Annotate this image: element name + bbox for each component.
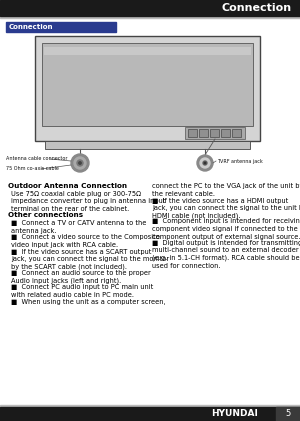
Text: Connection: Connection <box>9 24 53 30</box>
Text: TVRF antenna jack: TVRF antenna jack <box>217 158 263 163</box>
Text: Other connections: Other connections <box>8 212 83 218</box>
Bar <box>221 129 230 137</box>
Bar <box>199 129 208 137</box>
Circle shape <box>204 162 206 164</box>
Bar <box>210 129 219 137</box>
Text: ■  If the video source has a HDMI output
jack, you can connect the signal to the: ■ If the video source has a HDMI output … <box>152 197 300 219</box>
Bar <box>45 141 250 149</box>
Text: Connection: Connection <box>222 3 292 13</box>
Circle shape <box>200 158 210 168</box>
Bar <box>188 129 197 137</box>
Circle shape <box>77 160 83 166</box>
Bar <box>185 127 245 139</box>
Bar <box>42 43 253 126</box>
Text: ■  When using the unit as a computer screen,: ■ When using the unit as a computer scre… <box>11 299 166 305</box>
Bar <box>232 129 241 137</box>
Text: ■  Digital output is intended for transmitting
multi-channel sound to an externa: ■ Digital output is intended for transmi… <box>152 240 300 269</box>
Circle shape <box>74 157 86 169</box>
Circle shape <box>197 155 213 171</box>
Text: ■  Connect PC audio input to PC main unit
with related audio cable in PC mode.: ■ Connect PC audio input to PC main unit… <box>11 285 153 298</box>
Bar <box>44 47 251 55</box>
Text: HYUNDAI: HYUNDAI <box>212 410 258 418</box>
Bar <box>0 405 300 407</box>
Text: connect the PC to the VGA jack of the unit by
the relevant cable.: connect the PC to the VGA jack of the un… <box>152 183 300 197</box>
Bar <box>0 16 300 18</box>
Bar <box>276 407 300 421</box>
Text: ■  Connect an audio source to the proper
Audio input jacks (left and right).: ■ Connect an audio source to the proper … <box>11 270 151 284</box>
Text: Antenna cable connector: Antenna cable connector <box>6 157 68 162</box>
Text: Outdoor Antenna Connection: Outdoor Antenna Connection <box>8 183 127 189</box>
Bar <box>0 407 300 421</box>
Bar <box>6 22 116 32</box>
Circle shape <box>203 161 207 165</box>
Text: 75 Ohm co-axis cable: 75 Ohm co-axis cable <box>6 166 59 171</box>
Text: ■  If the video source has a SCART output
jack, you can connect the signal to th: ■ If the video source has a SCART output… <box>11 249 169 271</box>
Bar <box>0 0 300 16</box>
Text: ■  Component input is intended for receiving
component video signal if connected: ■ Component input is intended for receiv… <box>152 218 300 240</box>
Text: 5: 5 <box>285 410 291 418</box>
Text: ■  Connect a video source to the Composite
video input jack with RCA cable.: ■ Connect a video source to the Composit… <box>11 234 160 248</box>
Text: ■  Connect a TV or CATV antenna to the
antenna jack.: ■ Connect a TV or CATV antenna to the an… <box>11 220 146 234</box>
Circle shape <box>79 162 81 164</box>
Bar <box>35 36 260 141</box>
Circle shape <box>71 154 89 172</box>
Text: Use 75Ω coaxial cable plug or 300-75Ω
impedance converter to plug in antenna inp: Use 75Ω coaxial cable plug or 300-75Ω im… <box>11 191 165 212</box>
